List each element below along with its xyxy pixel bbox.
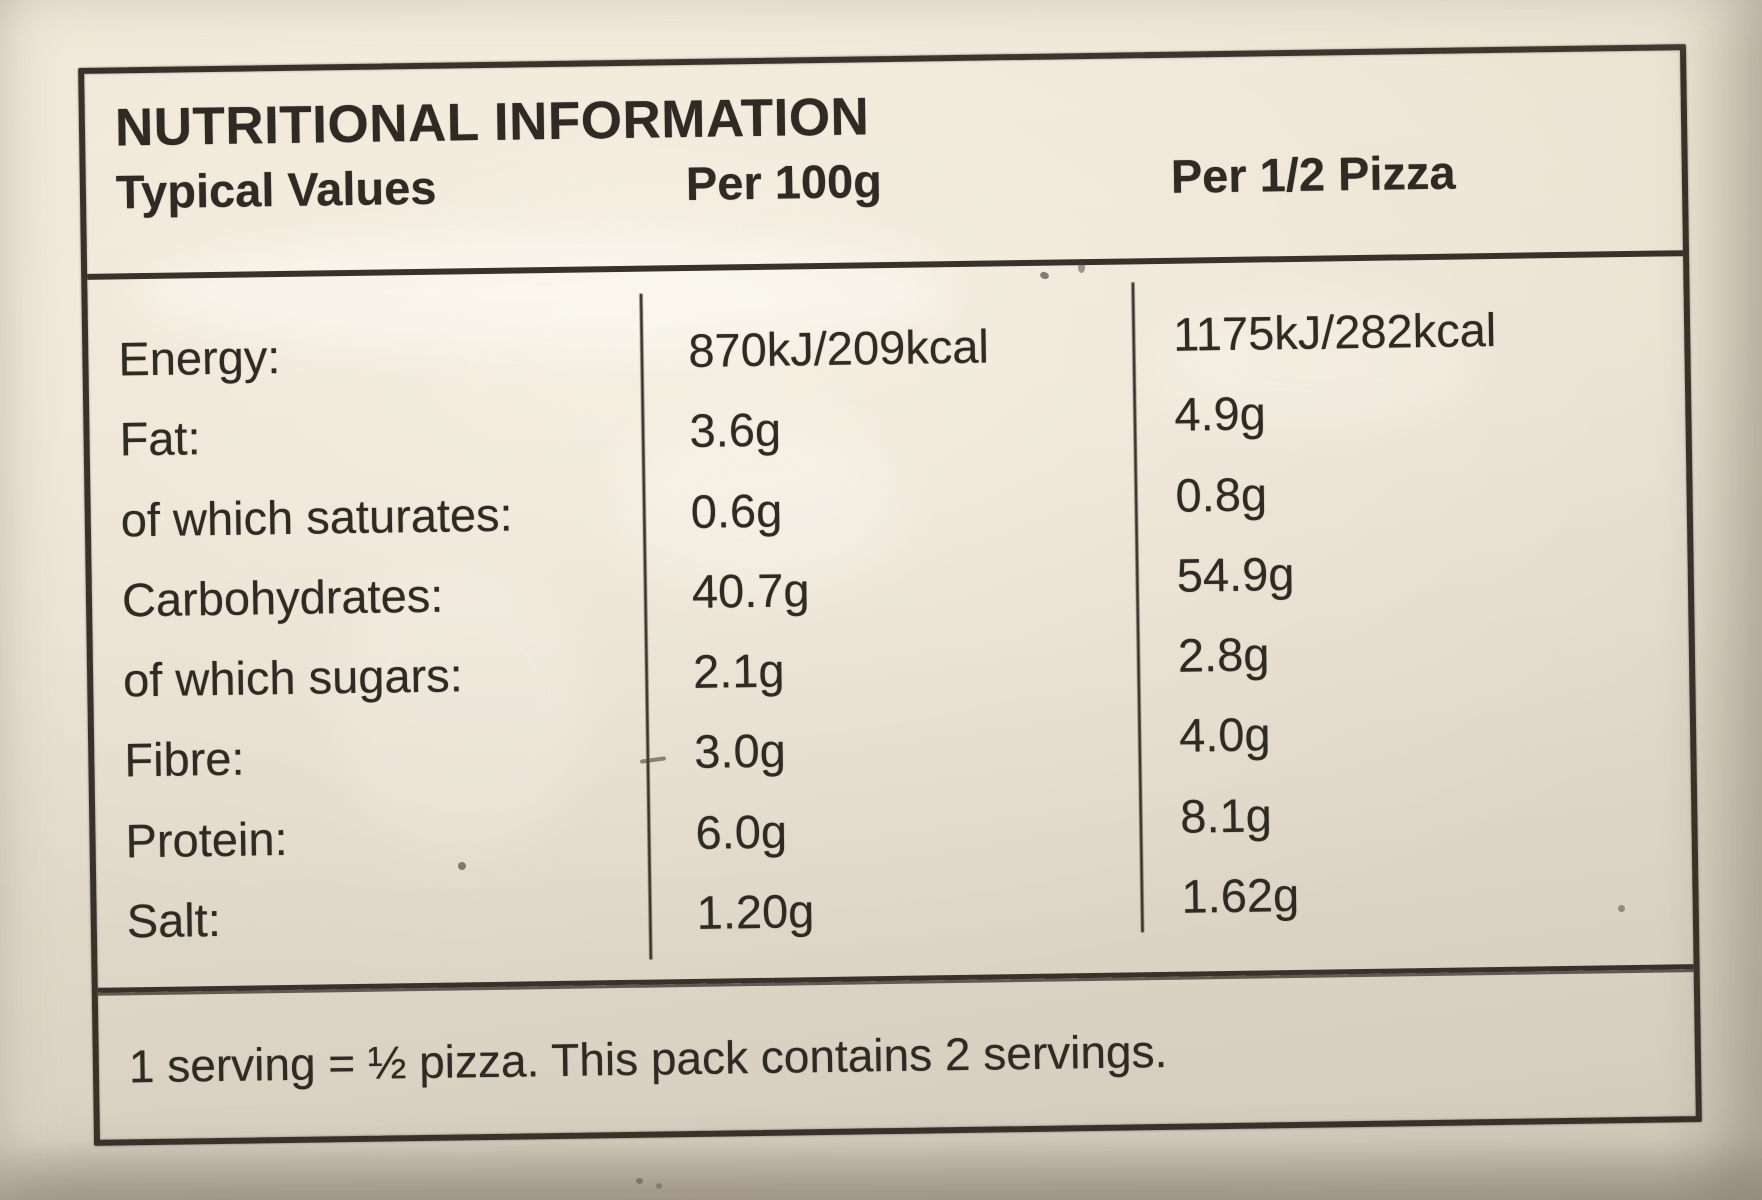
table-row-fibre: Fibre: 3.0g 4.0g [123,708,1661,789]
value-per-half-pizza: 1.62g [1181,867,1300,923]
column-header-typical-values: Typical Values [115,160,437,219]
photo-speck [1618,905,1625,912]
value-per-100g: 40.7g [691,563,810,618]
label-header: NUTRITIONAL INFORMATION Typical Values P… [84,50,1684,280]
table-row-carbohydrates: Carbohydrates: 40.7g 54.9g [121,547,1659,628]
paper-scuff-patch [620,420,900,590]
value-per-100g: 2.1g [692,643,785,699]
value-per-100g: 0.6g [690,483,783,538]
paper-scuff-patch [1150,300,1480,430]
table-row-energy: Energy: 870kJ/209kcal 1175kJ/282kcal [118,303,1655,388]
serving-note: 1 serving = ½ pizza. This pack contains … [128,1024,1168,1092]
photo-speck [458,862,466,870]
column-header-per-half-pizza: Per 1/2 Pizza [1170,145,1456,203]
value-per-half-pizza: 1175kJ/282kcal [1172,302,1497,361]
value-per-100g: 3.6g [689,402,782,458]
table-row-protein: Protein: 6.0g 8.1g [125,788,1662,869]
value-per-half-pizza: 8.1g [1179,788,1273,843]
label-footer: 1 serving = ½ pizza. This pack contains … [97,964,1696,1140]
value-per-half-pizza: 54.9g [1176,546,1295,602]
table-row-saturates: of which saturates: 0.6g 0.8g [120,467,1657,548]
value-per-half-pizza: 0.8g [1175,466,1268,522]
nutrient-name: Fibre: [123,732,245,787]
table-row-sugars: of which sugars: 2.1g 2.8g [122,628,1660,709]
value-per-100g: 1.20g [696,884,815,939]
nutrition-table-body: Energy: 870kJ/209kcal 1175kJ/282kcal Fat… [87,256,1693,988]
paper-scuff-patch [330,560,590,860]
nutrient-name: Fat: [119,411,201,466]
nutrient-name: of which sugars: [122,648,464,707]
value-per-half-pizza: 4.0g [1178,707,1271,763]
value-per-100g: 870kJ/209kcal [687,319,990,377]
paper-scuff-patch [130,235,950,350]
photo-speck [636,1178,643,1184]
nutrient-name: Salt: [126,892,222,948]
column-header-per-100g: Per 100g [685,154,883,210]
value-per-100g: 3.0g [693,723,787,779]
nutrient-name: Energy: [118,330,281,386]
value-per-half-pizza: 4.9g [1173,386,1267,442]
value-per-half-pizza: 2.8g [1177,627,1270,682]
nutrient-name: Protein: [125,811,288,868]
nutrient-name: of which saturates: [120,487,514,546]
nutrition-label: NUTRITIONAL INFORMATION Typical Values P… [78,44,1702,1146]
photo-speck [1078,262,1085,273]
table-row-fat: Fat: 3.6g 4.9g [119,387,1656,468]
table-row-salt: Salt: 1.20g 1.62g [126,868,1663,950]
nutrient-name: Carbohydrates: [121,568,444,627]
photo-speck [656,1183,662,1189]
value-per-100g: 6.0g [695,804,788,859]
